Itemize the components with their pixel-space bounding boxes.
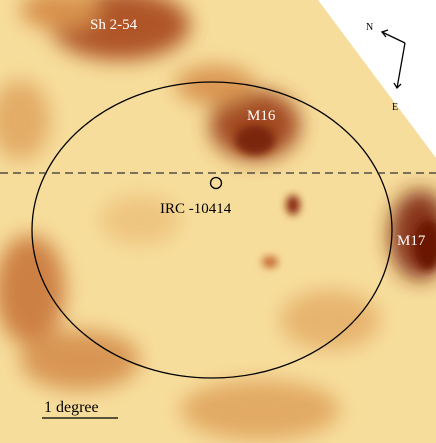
region-label: Sh 2-54 bbox=[90, 17, 138, 33]
field-ellipse bbox=[31, 81, 393, 379]
compass bbox=[380, 29, 406, 90]
target-circle bbox=[209, 176, 223, 190]
compass-east: E bbox=[392, 102, 398, 113]
region-label: M16 bbox=[247, 108, 276, 124]
region-label: M17 bbox=[397, 233, 426, 249]
compass-north: N bbox=[366, 22, 373, 33]
target-label: IRC -10414 bbox=[160, 201, 232, 217]
scale-label: 1 degree bbox=[44, 399, 99, 416]
